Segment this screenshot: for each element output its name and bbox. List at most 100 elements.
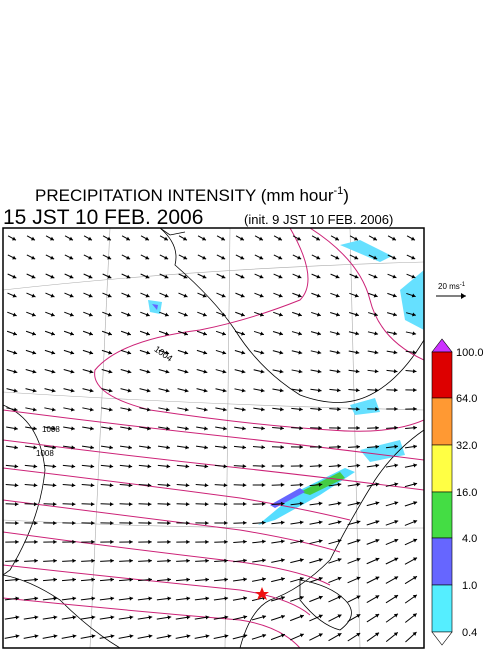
wind-arrowhead bbox=[203, 370, 207, 374]
wind-arrowhead bbox=[242, 388, 246, 392]
wind-arrowhead bbox=[34, 559, 38, 563]
wind-arrowhead bbox=[52, 407, 56, 411]
wind-arrowhead bbox=[338, 520, 342, 524]
wind-arrowhead bbox=[167, 578, 171, 582]
wind-arrowhead bbox=[300, 558, 304, 562]
wind-arrowhead bbox=[72, 578, 76, 582]
wind-arrowhead bbox=[129, 597, 133, 601]
wind-arrowhead bbox=[148, 597, 152, 601]
wind-arrowhead bbox=[53, 578, 57, 582]
wind-arrowhead bbox=[337, 388, 341, 392]
wind-arrowhead bbox=[89, 370, 93, 374]
wind-arrowhead bbox=[262, 577, 266, 581]
wind-arrowhead bbox=[90, 464, 94, 468]
wind-arrowhead bbox=[319, 558, 323, 562]
wind-arrowhead bbox=[412, 331, 416, 335]
wind-arrowhead bbox=[91, 483, 95, 487]
wind-arrowhead bbox=[261, 388, 265, 392]
wind-arrowhead bbox=[149, 634, 153, 638]
wind-arrowhead bbox=[317, 331, 321, 335]
wind-arrowhead bbox=[167, 483, 171, 487]
wind-arrowhead bbox=[261, 369, 265, 373]
wind-arrowhead bbox=[33, 464, 37, 468]
wind-arrowhead bbox=[16, 634, 20, 638]
wind-arrowhead bbox=[394, 407, 397, 411]
wind-arrowhead bbox=[205, 578, 209, 582]
colorbar-label: 0.4 bbox=[462, 627, 477, 639]
wind-arrowhead bbox=[394, 369, 398, 373]
wind-arrowhead bbox=[14, 389, 18, 393]
wind-arrowhead bbox=[281, 483, 284, 487]
wind-arrowhead bbox=[224, 578, 228, 582]
contour-label: 1008 bbox=[36, 449, 54, 458]
wind-arrowhead bbox=[281, 464, 284, 468]
wind-arrowhead bbox=[280, 369, 284, 373]
wind-arrowhead bbox=[375, 426, 378, 430]
wind-arrowhead bbox=[205, 540, 208, 544]
title-close: ) bbox=[343, 186, 349, 205]
wind-arrowhead bbox=[167, 559, 171, 563]
wind-arrowhead bbox=[71, 407, 75, 411]
wind-arrowhead bbox=[72, 483, 76, 487]
wind-arrowhead bbox=[242, 445, 246, 449]
wind-arrowhead bbox=[299, 426, 303, 430]
wind-arrowhead bbox=[262, 615, 266, 619]
wind-arrowhead bbox=[72, 521, 75, 525]
wind-arrowhead bbox=[71, 464, 75, 468]
wind-arrowhead bbox=[187, 634, 191, 638]
wind-arrowhead bbox=[355, 331, 359, 335]
wind-arrowhead bbox=[338, 464, 342, 468]
lat-lon-grid bbox=[3, 228, 424, 648]
wind-arrowhead bbox=[90, 389, 94, 393]
wind-arrowhead bbox=[51, 370, 55, 374]
wind-arrowhead bbox=[110, 540, 113, 544]
wind-arrowhead bbox=[109, 389, 113, 393]
wind-arrowhead bbox=[186, 521, 189, 525]
wind-arrowhead bbox=[34, 597, 38, 601]
wind-arrowhead bbox=[356, 426, 359, 430]
wind-arrowhead bbox=[375, 369, 379, 373]
wind-arrowhead bbox=[165, 370, 169, 374]
wind-arrowhead bbox=[281, 521, 285, 525]
colorbar-under bbox=[432, 632, 452, 645]
wind-arrowhead bbox=[261, 445, 265, 449]
wind-arrowhead bbox=[298, 332, 302, 336]
wind-arrowhead bbox=[206, 634, 210, 638]
wind-arrowhead bbox=[338, 445, 341, 449]
wind-arrowhead bbox=[15, 559, 19, 563]
wind-arrowhead bbox=[14, 464, 18, 468]
wind-arrowhead bbox=[185, 464, 189, 468]
wind-arrowhead bbox=[111, 634, 115, 638]
wind-arrowhead bbox=[110, 502, 114, 506]
wind-arrowhead bbox=[129, 521, 132, 525]
wind-arrowhead bbox=[110, 483, 114, 487]
wind-arrowhead bbox=[241, 370, 245, 374]
colorbar-bin bbox=[432, 585, 452, 632]
colorbar-label: 4.0 bbox=[462, 533, 477, 545]
wind-arrowhead bbox=[413, 463, 417, 467]
wind-arrowhead bbox=[109, 464, 113, 468]
wind-arrowhead bbox=[394, 501, 398, 505]
wind-arrowhead bbox=[15, 502, 19, 506]
wind-arrowhead bbox=[184, 370, 188, 374]
wind-arrowhead bbox=[243, 559, 247, 563]
wind-arrowhead bbox=[300, 483, 304, 487]
wind-arrowhead bbox=[53, 521, 56, 525]
wind-arrowhead bbox=[13, 370, 17, 374]
wind-arrowhead bbox=[241, 351, 245, 355]
wind-arrowhead bbox=[356, 388, 360, 392]
wind-arrowhead bbox=[129, 502, 133, 506]
colorbar-labels: 100.0 64.0 32.0 16.0 4.0 1.0 0.4 bbox=[456, 347, 484, 639]
wind-arrowhead bbox=[243, 521, 247, 525]
wind-arrowhead bbox=[261, 426, 265, 430]
colorbar-label: 64.0 bbox=[456, 393, 477, 405]
wind-arrowhead bbox=[148, 559, 152, 563]
colorbar-label: 100.0 bbox=[456, 347, 484, 359]
wind-arrowhead bbox=[281, 596, 285, 600]
wind-arrowhead bbox=[300, 464, 303, 468]
wind-arrowhead bbox=[319, 445, 322, 449]
wind-arrowhead bbox=[128, 464, 132, 468]
wind-arrowhead bbox=[148, 502, 152, 506]
wind-arrowhead bbox=[166, 407, 170, 411]
wind-arrowhead bbox=[394, 388, 398, 392]
